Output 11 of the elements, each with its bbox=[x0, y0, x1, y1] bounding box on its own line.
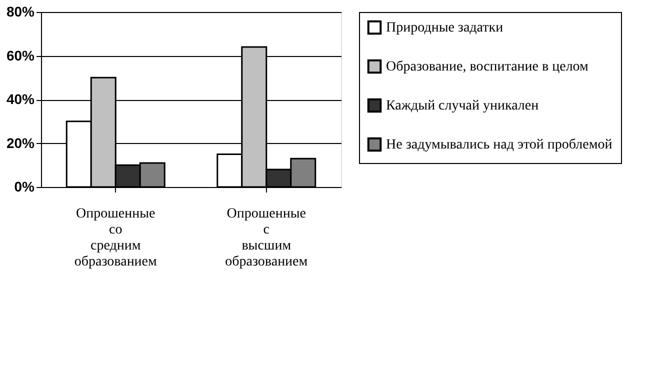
y-tick-label: 80% bbox=[6, 4, 36, 20]
legend-label: Каждый случай уникален bbox=[386, 98, 540, 114]
y-tick-label: 20% bbox=[6, 134, 36, 151]
x-tick-label: Опрошенные с высшим образованием bbox=[225, 206, 308, 270]
y-tick-label: 60% bbox=[6, 47, 36, 64]
legend-label: Природные задатки bbox=[386, 20, 504, 36]
legend-label: Не задумывались над этой проблемой bbox=[386, 138, 613, 152]
x-tick-label: Опрошенные со средним образованием bbox=[74, 206, 158, 270]
legend-label: Образование, воспитание в целом bbox=[386, 60, 589, 74]
y-tick-label: 40% bbox=[6, 91, 36, 107]
y-tick-label: 0% bbox=[14, 178, 36, 194]
